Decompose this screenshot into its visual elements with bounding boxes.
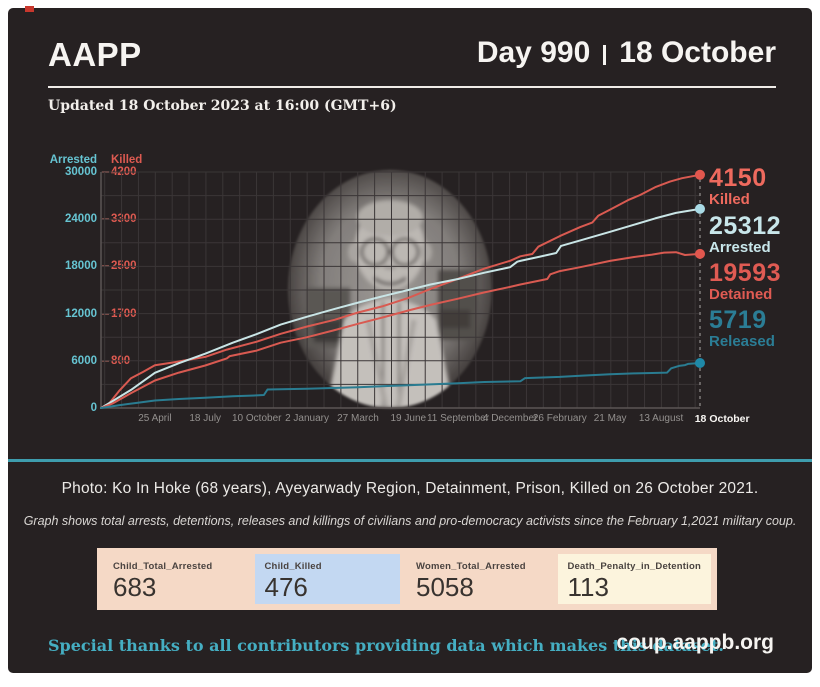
stat-value: 476 xyxy=(264,572,308,602)
separator-bar xyxy=(603,45,607,65)
end-label-name: Released xyxy=(709,333,775,350)
y-tick-arrested: 6000 xyxy=(71,354,97,367)
corner-red-mark xyxy=(25,6,34,12)
end-label-arrested: 25312 Arrested xyxy=(709,212,782,256)
stat-label: Child_Total_Arrested xyxy=(113,561,213,572)
stat-value: 113 xyxy=(567,572,609,602)
day-number: Day 990 xyxy=(476,36,591,69)
stat-label: Child_Killed xyxy=(264,561,322,572)
graph-description: Graph shows total arrests, detentions, r… xyxy=(23,514,797,528)
end-label-detained: 19593 Detained xyxy=(709,259,782,303)
x-tick-label: 26 February xyxy=(532,413,587,424)
x-tick-label: 10 October xyxy=(231,413,282,424)
chart-canvas xyxy=(100,169,705,409)
website-url: coup.aappb.org xyxy=(616,631,775,654)
stat-card: Child_Total_Arrested 683 xyxy=(103,554,249,604)
x-tick-label: 4 December xyxy=(482,413,538,424)
header-date: 18 October xyxy=(619,36,776,69)
x-tick-label: 2 January xyxy=(285,413,329,424)
plot-area xyxy=(100,169,705,409)
header-rule xyxy=(48,86,776,88)
end-label-value: 4150 xyxy=(709,164,767,192)
axis-title-arrested: Arrested xyxy=(49,154,97,166)
axis-title-killed: Killed xyxy=(111,154,143,166)
updated-timestamp: Updated 18 October 2023 at 16:00 (GMT+6) xyxy=(48,98,397,114)
end-label-value: 25312 xyxy=(709,212,782,240)
x-tick-label: 19 June xyxy=(390,413,427,424)
end-label-value: 5719 xyxy=(709,306,767,334)
stat-value: 683 xyxy=(113,572,157,602)
y-tick-arrested: 30000 xyxy=(65,166,97,178)
x-tick-label: 11 September xyxy=(426,413,490,424)
x-tick-label: 21 May xyxy=(593,413,627,424)
end-label-name: Killed xyxy=(709,191,750,208)
x-tick-label: 27 March xyxy=(337,413,379,424)
stat-card: Women_Total_Arrested 5058 xyxy=(406,554,552,604)
stat-value: 5058 xyxy=(416,572,474,602)
thanks-text: Special thanks to all contributors provi… xyxy=(48,636,724,655)
end-label-name: Arrested xyxy=(709,239,771,256)
end-label-killed: 4150 Killed xyxy=(709,164,767,208)
x-tick-label: 13 August xyxy=(638,413,684,424)
end-label-name: Detained xyxy=(709,286,773,303)
teal-divider xyxy=(8,459,812,462)
y-tick-arrested: 18000 xyxy=(65,260,97,273)
x-tick-label: 25 April xyxy=(138,413,172,424)
stats-strip: Child_Total_Arrested 683 Child_Killed 476 Wo… xyxy=(97,548,717,610)
y-tick-arrested: 12000 xyxy=(65,307,97,320)
stat-label: Women_Total_Arrested xyxy=(416,561,526,572)
stat-label: Death_Penalty_in_Detention xyxy=(567,561,701,572)
photo-caption: Photo: Ko In Hoke (68 years), Ayeyarwady… xyxy=(61,480,759,497)
brand-title: AAPP xyxy=(48,36,142,73)
x-tick-label: 18 July xyxy=(189,413,222,424)
stat-card: Death_Penalty_in_Detention 113 xyxy=(557,554,711,604)
end-label-value: 19593 xyxy=(709,259,782,287)
y-tick-arrested: 0 xyxy=(90,402,97,414)
end-label-released: 5719 Released xyxy=(709,306,775,350)
y-tick-arrested: 24000 xyxy=(65,213,97,226)
stat-card: Child_Killed 476 xyxy=(254,554,400,604)
day-counter: Day 990 18 October xyxy=(477,36,776,70)
x-tick-label: 18 October xyxy=(694,413,750,425)
